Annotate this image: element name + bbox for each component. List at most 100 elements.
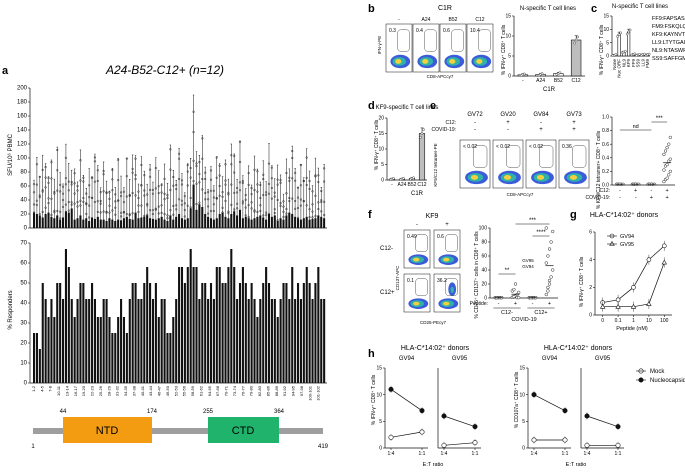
a-bottom-bar [317, 267, 320, 383]
e-dot-c12-sign: + [634, 188, 637, 194]
a-top-point [180, 179, 184, 182]
c-x-tick-label: LL9 [640, 59, 645, 67]
g-point-triangle [646, 301, 652, 306]
a-top-bar [105, 221, 108, 228]
panel-h-right-title: HLA-C*14:02⁺ donors [544, 345, 613, 352]
b-flow-group-label: - [398, 17, 400, 23]
a-top-point [140, 204, 143, 207]
a-top-point [183, 208, 186, 212]
a-top-point [56, 169, 59, 172]
h-point-mock [419, 429, 425, 435]
d-point [392, 177, 395, 180]
panel-a-top-chart: 0 20 40 60 80 100 120 140 160 180 200 [17, 86, 327, 232]
a-bottom-y-tick-label: 50 [20, 281, 27, 287]
a-top-point [122, 211, 126, 214]
a-top-point [317, 180, 320, 184]
a-top-point [143, 194, 146, 197]
a-bottom-y-tick-label: 70 [20, 241, 27, 247]
f-dot-point [549, 240, 553, 244]
a-top-point [238, 140, 242, 143]
g-point-circle [631, 285, 636, 290]
a-top-y-tick-label: 120 [17, 142, 28, 148]
a-bottom-bar [195, 267, 198, 383]
a-top-point [169, 209, 172, 212]
a-top-point [82, 196, 85, 200]
a-top-point [64, 183, 68, 186]
b-gate [397, 29, 410, 52]
a-top-point [244, 206, 247, 209]
panel-g-ylabel: % IFN-γ⁺ CD8⁺ T cells [579, 256, 585, 307]
f-dot-point [513, 282, 518, 286]
a-top-point [189, 176, 192, 179]
a-top-bar [276, 221, 279, 228]
a-x-tick-label: 40-41 [140, 385, 145, 396]
f-dot-point [546, 254, 550, 258]
a-top-bar [250, 219, 253, 228]
a-x-tick-label: 49-50 [165, 385, 170, 396]
h-right-xlabel: E:T ratio [566, 462, 587, 468]
e-dot-point [667, 142, 671, 146]
a-top-point [238, 181, 242, 184]
panel-c-bar-title: N-specific T cell lines [612, 4, 668, 10]
a-bottom-bar [224, 283, 227, 383]
a-top-bar [62, 217, 65, 228]
a-top-bar [76, 218, 79, 228]
a-top-bar [204, 214, 207, 228]
a-top-point [154, 187, 157, 190]
panel-b-flow-title: C1R [438, 5, 452, 12]
a-top-point [70, 201, 73, 204]
a-x-tick-label: 4-5 [39, 385, 44, 392]
a-bottom-bar [50, 299, 53, 383]
a-top-point [285, 212, 288, 215]
a-top-bar [73, 219, 76, 228]
a-top-point [117, 158, 120, 161]
a-top-point [264, 214, 268, 217]
a-top-y-tick-label: 140 [17, 128, 28, 134]
a-top-point [302, 200, 305, 203]
e-covid-sign: - [474, 127, 476, 133]
panel-d-bar-chart: 0 5 10 15 20 - A24 B52 C12 [378, 116, 427, 188]
a-top-point [172, 213, 175, 216]
a-top-point [323, 167, 326, 170]
g-y-tick-label: 6 [589, 230, 592, 236]
b-flow-group-label: B52 [449, 17, 458, 23]
a-top-y-tick-label: 0 [24, 226, 28, 232]
a-top-point [76, 185, 79, 188]
g-legend-label: GV95 [620, 242, 634, 248]
a-top-bar [180, 218, 183, 228]
h-x-tick-label: 1:1 [472, 451, 479, 457]
a-top-point [250, 201, 253, 204]
a-top-point [96, 210, 99, 213]
e-gate [539, 145, 554, 168]
d-x-tick-label: B52 [408, 182, 417, 188]
a-top-point [148, 175, 152, 178]
h-series-line [390, 389, 423, 411]
a-top-point [119, 211, 123, 214]
e-covid-sign: - [507, 127, 509, 133]
a-top-point [44, 166, 47, 169]
e-dot-covid-sign: - [635, 195, 637, 201]
a-x-tick-label: 28-29 [106, 385, 111, 396]
a-bottom-bar [91, 283, 94, 383]
a-top-point [177, 152, 181, 155]
g-y-tick-label: 4 [589, 257, 592, 263]
a-top-y-tick-label: 160 [17, 114, 28, 120]
h-point-nucleocapsid [472, 424, 478, 430]
a-top-point [227, 191, 230, 194]
e-dot-c12-sign: - [619, 188, 621, 194]
f-flow-value: 36.2 [437, 278, 447, 284]
a-top-point [256, 210, 259, 213]
a-top-point [96, 169, 99, 172]
ntd-start: 44 [60, 409, 67, 415]
a-bottom-bar [111, 333, 114, 383]
c-x-tick-label: FF9 [631, 59, 636, 67]
a-bottom-bar [64, 249, 67, 383]
a-bottom-bar [38, 349, 41, 383]
a-top-point [128, 193, 131, 197]
a-top-point [279, 179, 282, 182]
a-x-tick-label: 79-80 [249, 385, 254, 396]
a-top-point [70, 180, 73, 184]
a-top-point [160, 191, 163, 194]
a-top-point [32, 183, 36, 186]
panel-h-line-charts: 0 5 10 15 GV94 1:4 1:1 GV95 1:4 1:1 0 5 10 15 GV94 1:4 1… [376, 356, 624, 468]
